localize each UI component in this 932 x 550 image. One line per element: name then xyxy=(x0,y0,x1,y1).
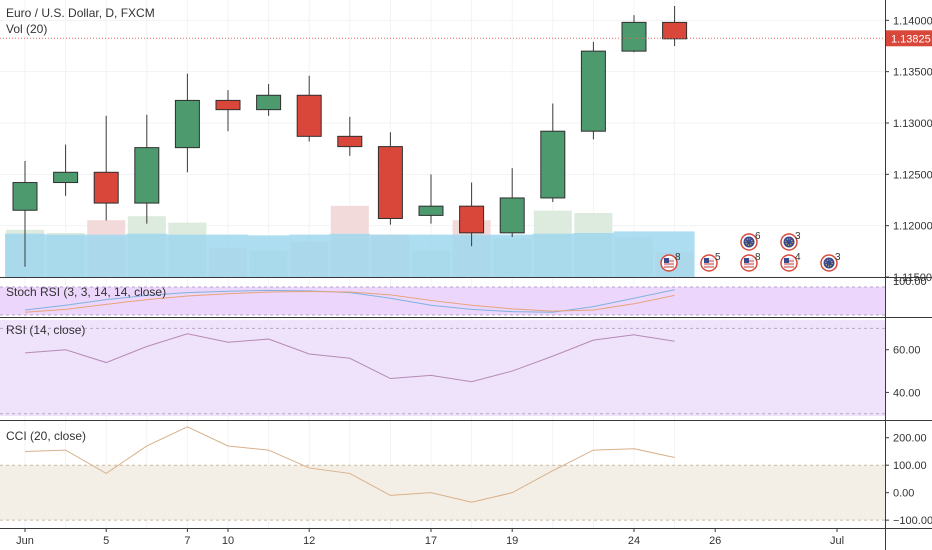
candle-body xyxy=(418,205,444,216)
candle-body xyxy=(93,171,119,204)
candle-body xyxy=(174,99,200,149)
rsi-tick-label: 60.00 xyxy=(893,345,921,357)
eu-flag-icon xyxy=(823,257,835,269)
rsi-series-line xyxy=(24,333,675,383)
candlesticks[interactable] xyxy=(12,5,688,267)
price-tick-label: 1.13000 xyxy=(893,118,932,130)
time-tick-label: 10 xyxy=(222,535,234,547)
stoch-rsi-lines xyxy=(0,286,885,316)
time-tick-label: 5 xyxy=(103,535,109,547)
candle-body xyxy=(662,21,688,40)
volume-ma xyxy=(5,231,695,277)
eu-flag-icon xyxy=(783,236,795,248)
event-count: 4 xyxy=(795,252,801,263)
candle-body xyxy=(459,205,485,234)
last-price-badge xyxy=(886,30,932,47)
time-tick-label: 24 xyxy=(628,535,640,547)
us-flag-canton xyxy=(744,258,749,263)
cci-line xyxy=(0,426,885,521)
us-flag-canton xyxy=(784,258,789,263)
eu-flag-icon xyxy=(743,236,755,248)
economic-events[interactable]: 8 5 6 8 3 4 3 xyxy=(660,231,841,272)
stoch-tick-label: 100.00 xyxy=(893,276,927,288)
cci-band xyxy=(0,465,885,521)
event-marker[interactable]: 8 xyxy=(740,252,761,272)
time-tick-label: 17 xyxy=(425,535,437,547)
us-flag-canton xyxy=(704,258,709,263)
last-price-label: 1.13825 xyxy=(891,33,931,45)
cci-tick-label: 200.00 xyxy=(893,433,927,445)
cci-tick-label: 100.00 xyxy=(893,460,927,472)
stoch-rsi-band xyxy=(0,287,885,315)
stoch-d-line xyxy=(24,290,675,313)
event-count: 8 xyxy=(675,252,681,263)
candle-body xyxy=(621,21,647,52)
time-tick-label: 12 xyxy=(303,535,315,547)
price-axis[interactable]: 1.14000 1.13500 1.13000 1.12500 1.12000 1.115… xyxy=(885,15,932,284)
rsi-band xyxy=(0,320,885,416)
price-tick-label: 1.13500 xyxy=(893,67,932,79)
event-count: 8 xyxy=(755,252,761,263)
candle-body xyxy=(134,147,160,204)
time-tick-label: Jun xyxy=(16,535,34,547)
event-count: 3 xyxy=(795,231,801,242)
event-count: 3 xyxy=(835,252,841,263)
time-tick-label: 19 xyxy=(506,535,518,547)
candle-body xyxy=(215,99,241,111)
time-tick-label: 26 xyxy=(709,535,721,547)
event-marker[interactable]: 3 xyxy=(820,252,841,272)
candle-body xyxy=(499,197,525,234)
us-flag-canton xyxy=(664,258,669,263)
event-marker[interactable]: 5 xyxy=(700,252,721,272)
eu-flag-stars xyxy=(785,238,793,246)
rsi-tick-label: 40.00 xyxy=(893,387,921,399)
price-tick-label: 1.11500 xyxy=(893,272,932,284)
candle-body xyxy=(377,146,403,219)
cci-title: CCI (20, close) xyxy=(6,429,86,443)
event-marker[interactable]: 6 xyxy=(740,231,761,251)
event-marker[interactable]: 8 xyxy=(660,252,681,272)
event-marker[interactable]: 3 xyxy=(780,231,801,251)
time-tick-label: 7 xyxy=(184,535,190,547)
price-tick-label: 1.12000 xyxy=(893,221,932,233)
rsi-axis: 60.00 40.00 xyxy=(885,345,921,399)
eu-flag-stars xyxy=(745,238,753,246)
eu-flag-stars xyxy=(825,259,833,267)
time-tick-label: Jul xyxy=(830,535,844,547)
candle-body xyxy=(296,94,322,137)
volume-label: Vol (20) xyxy=(6,22,47,36)
time-axis[interactable]: Jun 5 7 10 12 17 19 24 26 Jul xyxy=(16,528,844,547)
candle-body xyxy=(540,130,566,199)
price-tick-label: 1.14000 xyxy=(893,15,932,27)
candle-body xyxy=(337,135,363,148)
cci-series-line xyxy=(24,426,675,503)
event-marker[interactable]: 4 xyxy=(780,252,801,272)
rsi-title: RSI (14, close) xyxy=(6,323,85,337)
candle-body xyxy=(256,94,282,111)
price-tick-label: 1.12500 xyxy=(893,169,932,181)
candle-body xyxy=(53,171,79,184)
rsi-line xyxy=(0,327,885,415)
stoch-rsi-axis: 100.00 xyxy=(893,276,927,288)
cci-tick-label: 0.00 xyxy=(893,488,914,500)
event-count: 6 xyxy=(755,231,761,242)
chart-title: Euro / U.S. Dollar, D, FXCM xyxy=(6,6,155,20)
volume-ma-area xyxy=(5,231,695,277)
candle-body xyxy=(12,182,38,211)
candle-body xyxy=(580,50,606,132)
stoch-rsi-title: Stoch RSI (3, 3, 14, 14, close) xyxy=(6,285,166,299)
last-price-line: 1.13825 xyxy=(0,30,932,47)
cci-tick-label: −100.00 xyxy=(893,515,932,527)
event-count: 5 xyxy=(715,252,721,263)
cci-axis: 200.00 100.00 0.00 −100.00 xyxy=(885,433,932,527)
